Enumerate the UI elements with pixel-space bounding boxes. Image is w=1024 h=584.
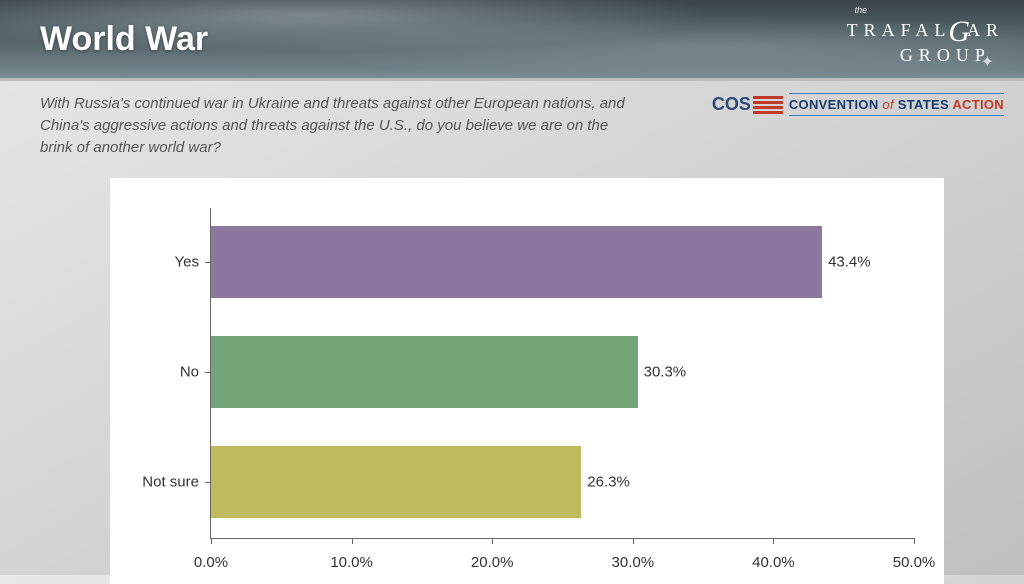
- bar-row: Not sure26.3%: [211, 446, 581, 518]
- cos-text: COS: [712, 94, 751, 115]
- conv-c: ACTION: [949, 97, 1004, 112]
- logo-line1b: AR: [967, 20, 1004, 40]
- logo-the: the: [855, 5, 1004, 15]
- survey-question: With Russia's continued war in Ukraine a…: [40, 93, 630, 158]
- convention-logo: CONVENTION of STATES ACTION: [789, 93, 1004, 116]
- header-bar: World War the TRAFALGAR GROUP ✦: [0, 0, 1024, 78]
- logo-line2: GROUP: [887, 45, 1004, 66]
- chart-container: 0.0% 10.0% 20.0% 30.0% 40.0% 50.0% Yes43.4% No…: [110, 178, 944, 584]
- cos-logo: COS: [712, 94, 783, 115]
- page-title: World War: [40, 20, 208, 59]
- x-tick-label: 30.0%: [612, 554, 655, 571]
- x-tick-mark: [914, 538, 915, 544]
- x-tick-label: 40.0%: [752, 554, 795, 571]
- y-tick-mark: [205, 372, 211, 373]
- x-tick-label: 10.0%: [330, 554, 373, 571]
- value-label: 26.3%: [587, 474, 630, 491]
- bar: [211, 226, 822, 298]
- x-tick-mark: [492, 538, 493, 544]
- bar-row: No30.3%: [211, 336, 638, 408]
- value-label: 30.3%: [644, 364, 687, 381]
- x-tick-label: 50.0%: [893, 554, 936, 571]
- x-tick-label: 20.0%: [471, 554, 514, 571]
- conv-of: of: [879, 97, 898, 112]
- flag-icon: [753, 96, 783, 114]
- plot-area: 0.0%10.0%20.0%30.0%40.0%50.0% Yes43.4%No…: [210, 208, 914, 539]
- x-tick-label: 0.0%: [194, 554, 228, 571]
- x-tick-mark: [633, 538, 634, 544]
- x-axis-ticks: 0.0%10.0%20.0%30.0%40.0%50.0%: [211, 548, 914, 568]
- logo-line1a: TRAFAL: [847, 20, 952, 40]
- x-tick-mark: [352, 538, 353, 544]
- trafalgar-logo: the TRAFALGAR GROUP: [847, 5, 1004, 66]
- bar: [211, 336, 638, 408]
- x-tick-mark: [211, 538, 212, 544]
- category-label: Not sure: [142, 474, 211, 491]
- y-tick-mark: [205, 482, 211, 483]
- conv-a: CONVENTION: [789, 97, 879, 112]
- bar-row: Yes43.4%: [211, 226, 822, 298]
- sponsor-logos: COS CONVENTION of STATES ACTION: [712, 93, 1004, 116]
- y-tick-mark: [205, 262, 211, 263]
- conv-b: STATES: [898, 97, 949, 112]
- value-label: 43.4%: [828, 254, 871, 271]
- subheader: With Russia's continued war in Ukraine a…: [0, 78, 1024, 158]
- x-tick-mark: [773, 538, 774, 544]
- bar: [211, 446, 581, 518]
